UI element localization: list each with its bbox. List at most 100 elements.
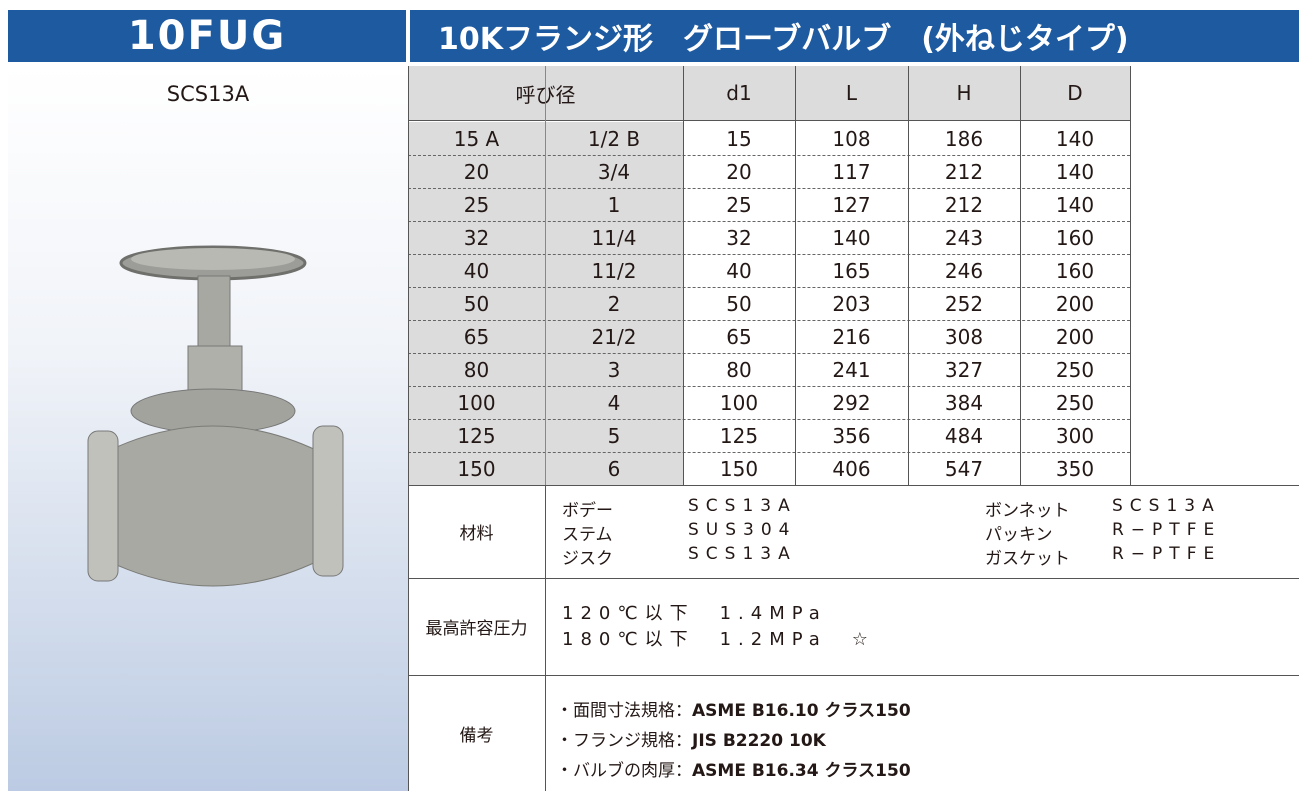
rule (683, 66, 684, 485)
part-name: ボデー (562, 501, 613, 521)
part-material: SCS13A (688, 544, 797, 564)
table-cell: 4 (607, 390, 621, 415)
column-header: d1 (726, 81, 752, 105)
table-cell: 25 (726, 192, 752, 217)
table-cell: 150 (719, 456, 759, 481)
note-value: ASME B16.10 クラス150 (692, 701, 911, 721)
rule (545, 66, 546, 485)
table-cell: 484 (944, 423, 984, 448)
table-cell: 250 (1055, 357, 1095, 382)
table-cell: 32 (726, 225, 752, 250)
rule (545, 485, 546, 791)
table-cell: 150 (457, 456, 496, 481)
table-cell: 25 (463, 192, 490, 217)
table-cell: 1/2 B (587, 126, 641, 151)
table-cell: 406 (832, 456, 871, 481)
note-row: ・バルブの肉厚：ASME B16.34 クラス150 (556, 756, 911, 781)
table-cell: 186 (944, 126, 984, 151)
table-cell: 356 (832, 423, 871, 448)
table-cell: 212 (944, 192, 984, 217)
table-cell: 350 (1055, 456, 1095, 481)
table-cell: 11/4 (591, 225, 637, 250)
part-material: SCS13A (1112, 496, 1221, 516)
table-cell: 547 (944, 456, 984, 481)
part-name: ボンネット (985, 501, 1070, 521)
rule (408, 675, 1299, 676)
rule (408, 578, 1299, 579)
column-header: L (845, 81, 858, 105)
dash-rule (408, 386, 1130, 387)
part-material: SUS304 (688, 520, 797, 540)
table-cell: 2 (607, 291, 621, 316)
table-cell: 100 (719, 390, 759, 415)
note-row: ・面間寸法規格：ASME B16.10 クラス150 (556, 696, 911, 721)
note-label: ・面間寸法規格： (556, 701, 692, 721)
column-header: D (1067, 81, 1083, 105)
table-cell: 40 (726, 258, 752, 283)
title: 10Kフランジ形 グローブバルブ (外ねじタイプ) (410, 10, 1299, 62)
table-cell: 15 A (453, 126, 500, 151)
table-cell: 300 (1055, 423, 1095, 448)
dash-rule (408, 452, 1130, 453)
table-cell: 384 (944, 390, 984, 415)
dash-rule (408, 221, 1130, 222)
rule (1020, 66, 1021, 485)
pressure-line: 120℃以下 1.4MPa (562, 603, 827, 624)
dash-rule (408, 320, 1130, 321)
column-header: H (956, 81, 972, 105)
rule (408, 485, 1299, 486)
table-cell: 80 (463, 357, 490, 382)
section-label: 材料 (459, 524, 494, 544)
part-material: R−PTFE (1112, 520, 1222, 540)
part-name: パッキン (985, 525, 1053, 545)
table-cell: 21/2 (591, 324, 637, 349)
rule (795, 66, 796, 485)
table-cell: 212 (944, 159, 984, 184)
part-material: SCS13A (688, 496, 797, 516)
section-label: 最高許容圧力 (425, 619, 528, 639)
table-cell: 5 (607, 423, 621, 448)
table-cell: 50 (463, 291, 490, 316)
table-cell: 200 (1055, 324, 1095, 349)
table-cell: 1 (607, 192, 621, 217)
table-cell: 125 (719, 423, 759, 448)
table-cell: 80 (726, 357, 752, 382)
table-cell: 165 (832, 258, 871, 283)
note-label: ・バルブの肉厚： (556, 761, 692, 781)
table-cell: 160 (1055, 225, 1095, 250)
table-cell: 140 (1055, 192, 1095, 217)
dash-rule (408, 254, 1130, 255)
table-cell: 100 (457, 390, 496, 415)
table-cell: 252 (944, 291, 984, 316)
part-name: ジスク (562, 549, 613, 569)
valve-image (87, 245, 344, 587)
part-name: ガスケット (985, 549, 1070, 569)
note-row: ・フランジ規格：JIS B2220 10K (556, 726, 826, 751)
model-name: 10FUG (8, 10, 406, 62)
table-cell: 203 (832, 291, 871, 316)
pressure-line: 180℃以下 1.2MPa ☆ (562, 629, 875, 650)
section-label: 備考 (459, 725, 494, 746)
table-cell: 308 (944, 324, 984, 349)
table-cell: 200 (1055, 291, 1095, 316)
table-cell: 32 (463, 225, 490, 250)
note-label: ・フランジ規格： (556, 731, 692, 751)
part-name: ステム (562, 525, 613, 545)
table-cell: 40 (463, 258, 490, 283)
table-cell: 140 (1055, 126, 1095, 151)
dash-rule (408, 188, 1130, 189)
table-cell: 327 (944, 357, 984, 382)
table-cell: 65 (726, 324, 752, 349)
note-value: ASME B16.34 クラス150 (692, 761, 911, 781)
material-label: SCS13A (166, 82, 250, 106)
table-cell: 108 (832, 126, 871, 151)
table-cell: 3 (607, 357, 621, 382)
table-cell: 20 (726, 159, 752, 184)
table-cell: 15 (726, 126, 752, 151)
rule (408, 66, 409, 791)
table-cell: 3/4 (597, 159, 631, 184)
dash-rule (408, 155, 1130, 156)
note-value: JIS B2220 10K (692, 731, 826, 751)
